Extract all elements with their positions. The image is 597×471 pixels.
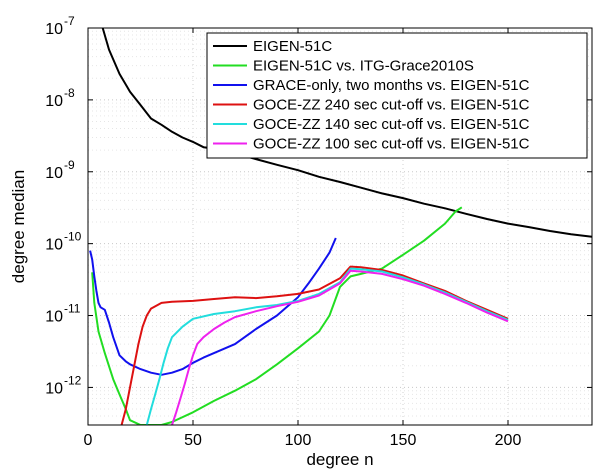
x-tick-label: 100 xyxy=(285,432,312,449)
legend: EIGEN-51C EIGEN-51C vs. ITG-Grace2010S GRA… xyxy=(206,32,588,159)
series-line-4 xyxy=(120,265,509,425)
y-tick-exponent: -8 xyxy=(64,86,75,100)
y-tick-exponent: -9 xyxy=(64,158,75,172)
legend-entry: EIGEN-51C xyxy=(253,38,332,55)
legend-entry: GOCE-ZZ 140 sec cut-off vs. EIGEN-51C xyxy=(253,116,530,133)
y-tick-label: 10 xyxy=(45,21,63,38)
x-tick-label: 50 xyxy=(184,432,202,449)
series-line-6 xyxy=(171,269,509,425)
legend-box xyxy=(206,32,588,159)
y-tick-exponent: -12 xyxy=(64,373,82,387)
y-tick-label: 10 xyxy=(45,165,63,182)
series-line-3 xyxy=(89,237,337,376)
y-tick-exponent: -7 xyxy=(64,14,75,28)
x-axis-label: degree n xyxy=(306,450,373,469)
y-tick-label: 10 xyxy=(45,309,63,326)
legend-entry: GOCE-ZZ 100 sec cut-off vs. EIGEN-51C xyxy=(253,136,530,153)
series-line-5 xyxy=(145,267,509,425)
x-tick-label: 0 xyxy=(84,432,93,449)
plot-frame xyxy=(87,27,593,426)
y-tick-exponent: -10 xyxy=(64,230,82,244)
x-tick-label: 150 xyxy=(390,432,417,449)
legend-entry: EIGEN-51C vs. ITG-Grace2010S xyxy=(253,58,474,75)
y-tick-label: 10 xyxy=(45,237,63,254)
y-axis-label: degree median xyxy=(9,170,28,283)
series-line-1 xyxy=(101,28,592,238)
series-line-2 xyxy=(91,206,463,425)
legend-entry: GRACE-only, two months vs. EIGEN-51C xyxy=(253,77,530,94)
legend-entry: GOCE-ZZ 240 sec cut-off vs. EIGEN-51C xyxy=(253,97,530,114)
y-tick-label: 10 xyxy=(45,93,63,110)
y-tick-label: 10 xyxy=(45,380,63,397)
x-tick-label: 200 xyxy=(495,432,522,449)
y-tick-exponent: -11 xyxy=(64,302,81,316)
plot-area xyxy=(89,28,592,425)
x-axis: 0 50 100 150 200 xyxy=(84,28,522,449)
